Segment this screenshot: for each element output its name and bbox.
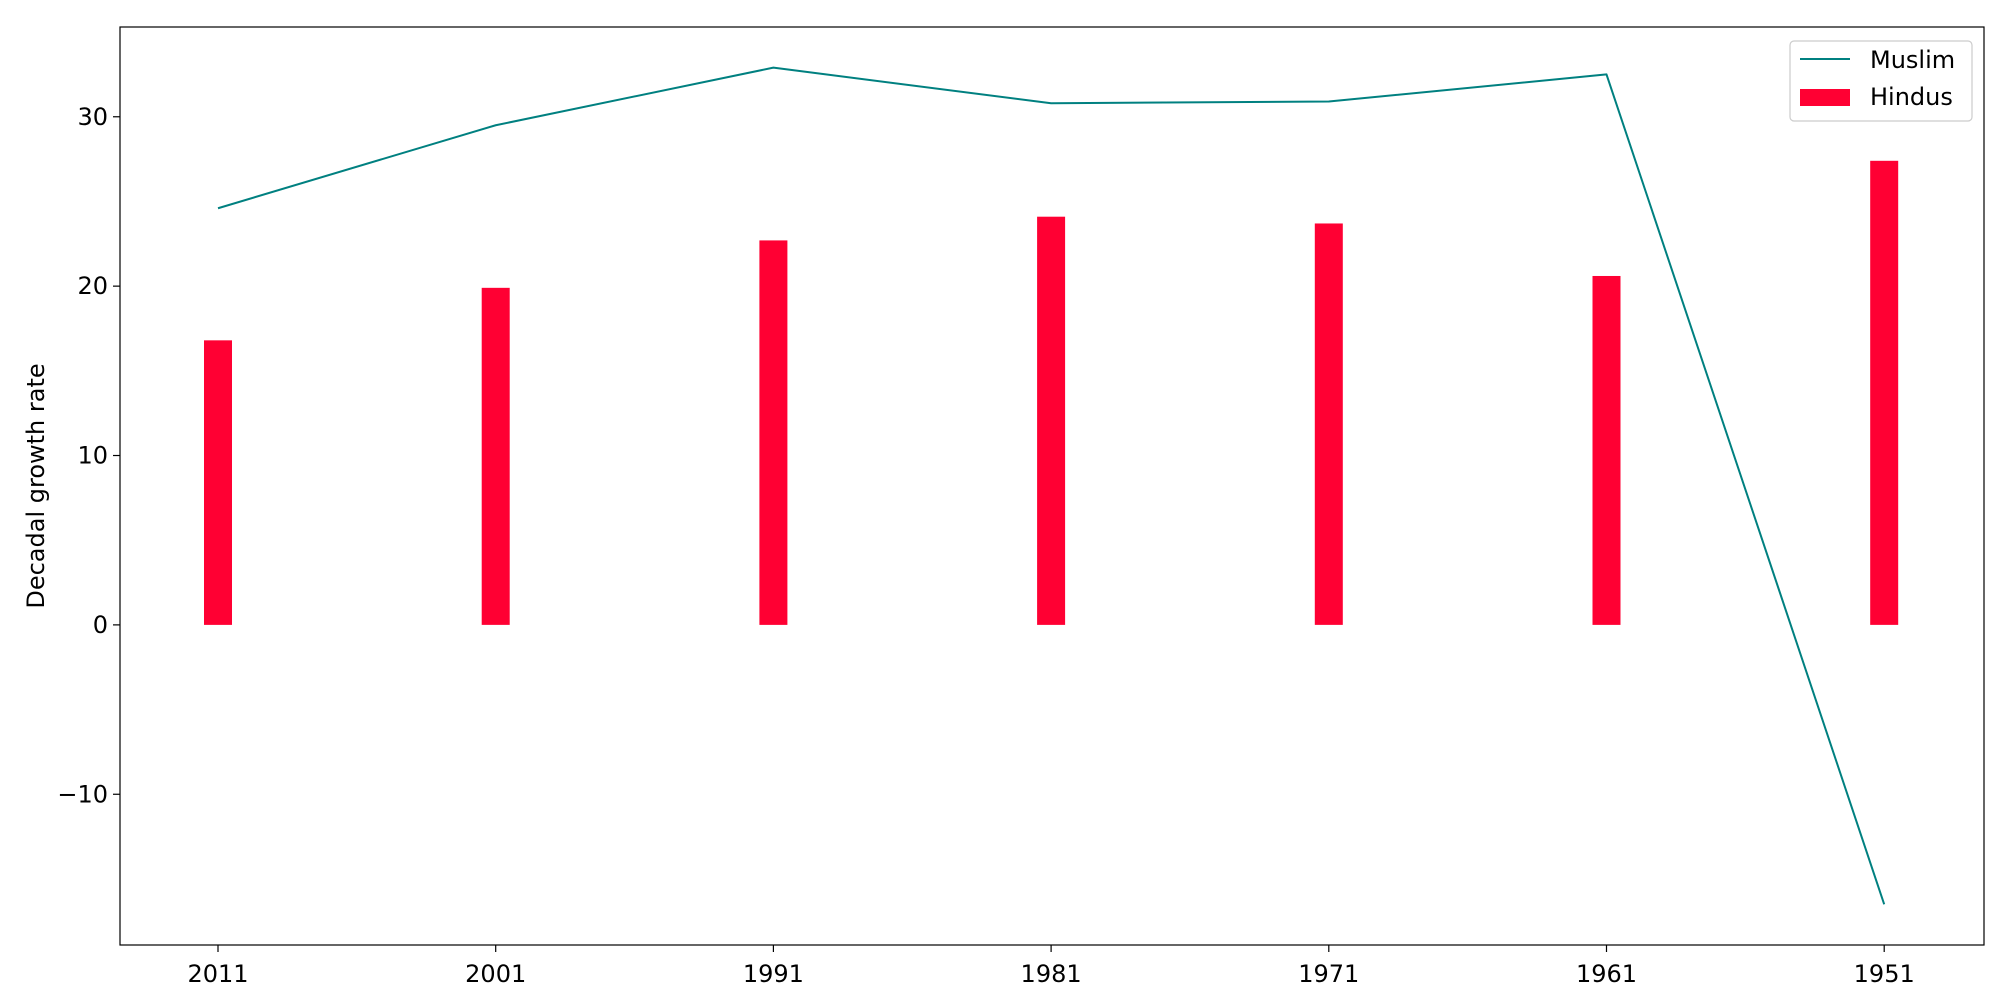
x-tick-label-1981: 1981 bbox=[1021, 960, 1082, 988]
bar-hindus-1961 bbox=[1592, 275, 1621, 625]
legend: Muslim Hindus bbox=[1789, 40, 1973, 122]
bars-layer bbox=[204, 160, 1899, 625]
y-axis-label: Decadal growth rate bbox=[22, 363, 50, 608]
y-tick-label-10: 10 bbox=[77, 442, 108, 470]
bar-hindus-1971 bbox=[1314, 223, 1343, 625]
y-tick-label-30: 30 bbox=[77, 103, 108, 131]
bar-hindus-1991 bbox=[759, 240, 788, 625]
x-tick-label-2011: 2011 bbox=[187, 960, 248, 988]
bar-hindus-1981 bbox=[1037, 216, 1066, 625]
bar-hindus-1951 bbox=[1870, 160, 1899, 625]
x-tick-label-2001: 2001 bbox=[465, 960, 526, 988]
bar-hindus-2011 bbox=[204, 340, 232, 625]
legend-label-muslim: Muslim bbox=[1870, 46, 1955, 74]
x-tick-label-1991: 1991 bbox=[743, 960, 804, 988]
bar-hindus-2001 bbox=[481, 287, 510, 625]
x-tick-label-1971: 1971 bbox=[1298, 960, 1359, 988]
plot-frame bbox=[119, 26, 1985, 946]
x-axis: 2011 2001 1991 1981 1971 1961 1951 bbox=[187, 945, 1915, 988]
y-axis: −10 0 10 20 30 bbox=[57, 103, 120, 808]
x-tick-label-1961: 1961 bbox=[1576, 960, 1637, 988]
y-tick-label--10: −10 bbox=[57, 780, 108, 808]
x-tick-label-1951: 1951 bbox=[1854, 960, 1915, 988]
line-muslim bbox=[217, 66, 1886, 905]
line-layer bbox=[217, 66, 1886, 905]
y-tick-label-20: 20 bbox=[77, 272, 108, 300]
legend-label-hindus: Hindus bbox=[1870, 83, 1953, 111]
y-tick-label-0: 0 bbox=[93, 611, 108, 639]
legend-swatch-hindus bbox=[1800, 89, 1850, 106]
